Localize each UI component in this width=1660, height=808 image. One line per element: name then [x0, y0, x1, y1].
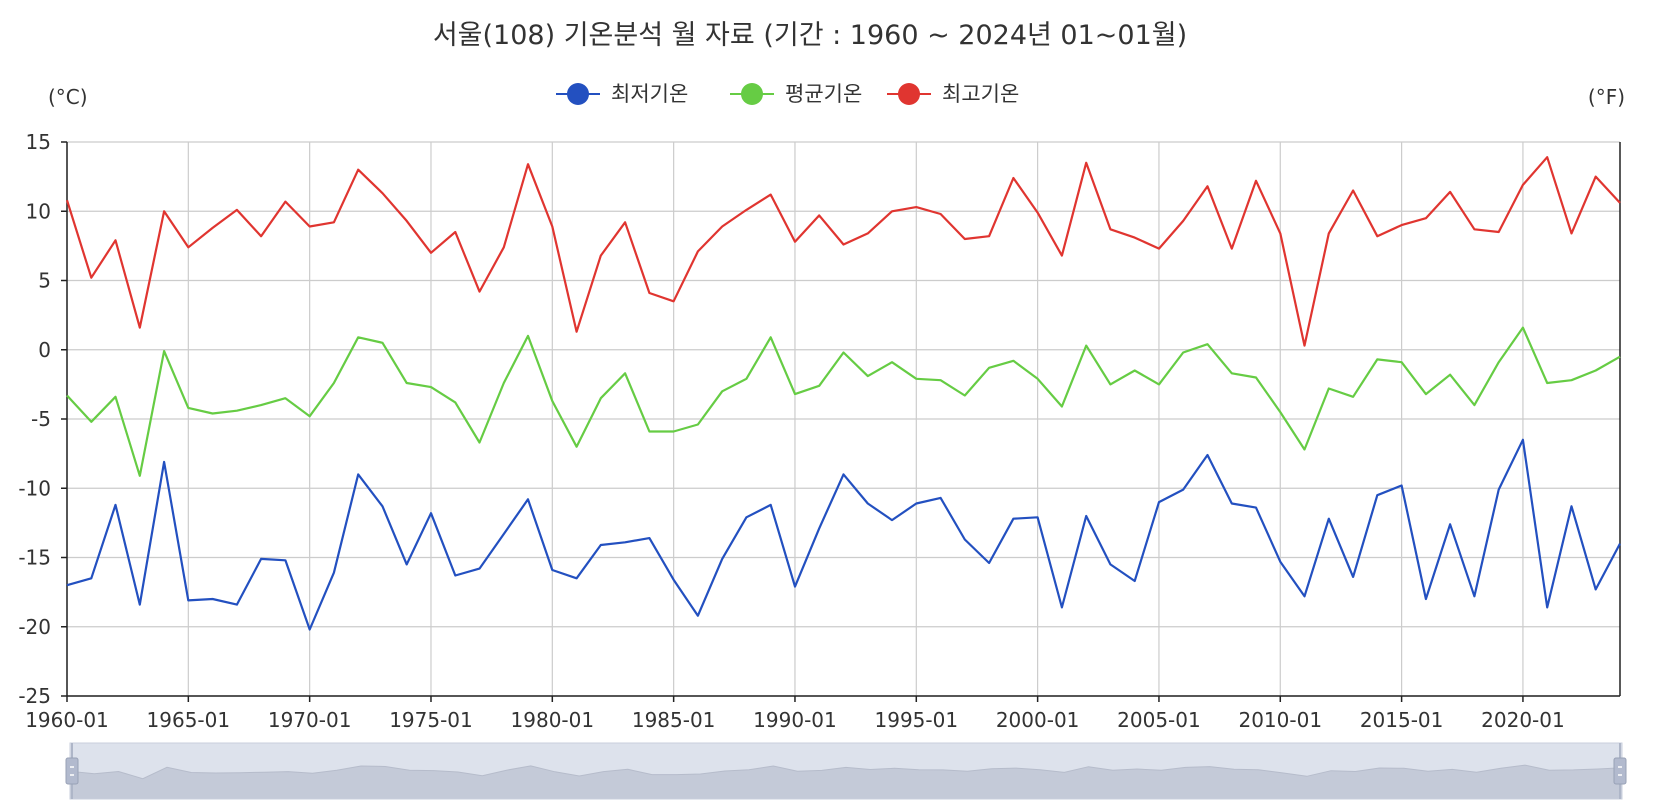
- y-tick-label-2: 5: [38, 269, 51, 293]
- zoom-slider-preview: [69, 764, 1623, 800]
- chart-title: 서울(108) 기온분석 월 자료 (기간 : 1960 ~ 2024년 01~…: [433, 20, 1187, 51]
- x-tick-label-10: 2010-01: [1238, 708, 1322, 732]
- legend-marker-2: [898, 83, 920, 105]
- legend-label-2: 최고기온: [942, 82, 1019, 106]
- legend: 최저기온 평균기온 최고기온: [556, 82, 1019, 106]
- legend-marker-0: [567, 83, 589, 105]
- y-tick-label-0: 15: [26, 130, 51, 154]
- x-tick-label-8: 2000-01: [996, 708, 1080, 732]
- y-tick-label-5: -10: [18, 476, 51, 500]
- x-tick-label-9: 2005-01: [1117, 708, 1201, 732]
- x-tick-label-4: 1980-01: [511, 708, 595, 732]
- x-tick-label-11: 2015-01: [1360, 708, 1444, 732]
- legend-item-2[interactable]: 최고기온: [887, 82, 1019, 106]
- x-tick-label-1: 1965-01: [147, 708, 231, 732]
- x-tick-label-7: 1995-01: [875, 708, 959, 732]
- x-tick-label-0: 1960-01: [25, 708, 109, 732]
- y-unit-left: (°C): [48, 85, 88, 109]
- legend-label-1: 평균기온: [785, 82, 862, 106]
- zoom-slider[interactable]: [65, 742, 1627, 800]
- x-tick-label-5: 1985-01: [632, 708, 716, 732]
- zoom-handle-left[interactable]: [65, 743, 79, 799]
- x-tick-label-3: 1975-01: [389, 708, 473, 732]
- series-lines: [65, 156, 1621, 631]
- y-tick-label-8: -25: [18, 684, 51, 708]
- y-tick-label-1: 10: [26, 199, 51, 223]
- y-tick-label-4: -5: [31, 407, 51, 431]
- legend-item-1[interactable]: 평균기온: [730, 82, 862, 106]
- y-tick-label-3: 0: [38, 338, 51, 362]
- legend-item-0[interactable]: 최저기온: [556, 82, 688, 106]
- x-tick-label-6: 1990-01: [753, 708, 837, 732]
- x-tick-labels: 1960-01 1965-01 1970-01 1975-01 1980-01 1985-…: [25, 696, 1565, 732]
- y-tick-labels: 15 10 5 0 -5 -10 -15 -20 -25: [18, 130, 67, 708]
- legend-marker-1: [741, 83, 763, 105]
- zoom-handle-right[interactable]: [1613, 743, 1627, 799]
- x-tick-label-12: 2020-01: [1481, 708, 1565, 732]
- y-tick-label-7: -20: [18, 615, 51, 639]
- y-tick-label-6: -15: [18, 546, 51, 570]
- series-line-0: [66, 438, 1621, 631]
- series-line-1: [66, 326, 1621, 477]
- series-line-2: [65, 156, 1621, 347]
- x-tick-label-2: 1970-01: [268, 708, 352, 732]
- legend-label-0: 최저기온: [611, 82, 688, 106]
- grid: [66, 141, 1620, 697]
- y-unit-right: (°F): [1588, 85, 1625, 109]
